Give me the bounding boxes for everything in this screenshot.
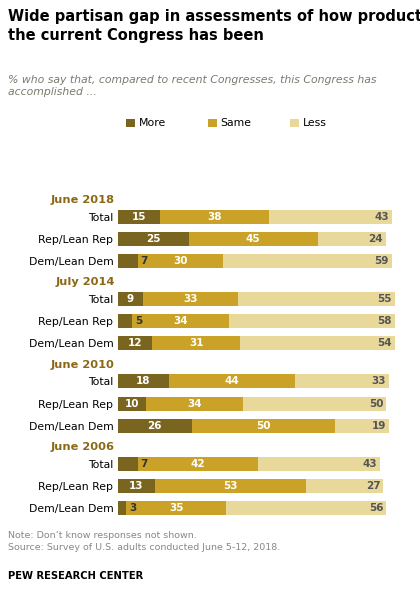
Bar <box>132 314 229 328</box>
Text: 43: 43 <box>374 212 389 222</box>
Text: 43: 43 <box>363 459 378 469</box>
Bar <box>138 457 257 471</box>
Bar <box>240 336 395 350</box>
Bar <box>118 419 192 433</box>
Text: % who say that, compared to recent Congresses, this Congress has
accomplished ..: % who say that, compared to recent Congr… <box>8 75 377 97</box>
Bar <box>118 457 138 471</box>
Text: 50: 50 <box>256 421 270 431</box>
Bar <box>118 397 146 410</box>
Text: Note: Don’t know responses not shown.
Source: Survey of U.S. adults conducted Ju: Note: Don’t know responses not shown. So… <box>8 531 281 552</box>
Text: Same: Same <box>220 118 252 128</box>
Bar <box>189 232 318 246</box>
Text: 7: 7 <box>140 459 148 469</box>
Bar <box>126 501 226 515</box>
Text: PEW RESEARCH CENTER: PEW RESEARCH CENTER <box>8 571 144 581</box>
Text: 35: 35 <box>169 503 184 513</box>
Bar <box>138 254 223 268</box>
Bar <box>223 254 392 268</box>
Text: Less: Less <box>302 118 326 128</box>
Text: 53: 53 <box>223 481 238 491</box>
Text: 59: 59 <box>375 256 389 266</box>
Text: 15: 15 <box>132 212 146 222</box>
Text: 12: 12 <box>128 338 142 348</box>
Bar <box>269 210 392 224</box>
Text: 33: 33 <box>183 294 198 304</box>
Bar <box>192 419 335 433</box>
Text: 34: 34 <box>187 398 202 409</box>
Bar <box>306 479 383 493</box>
Bar <box>118 254 138 268</box>
Bar <box>243 397 386 410</box>
Bar <box>143 292 238 306</box>
Bar <box>118 374 169 388</box>
Bar <box>118 210 160 224</box>
Text: 42: 42 <box>190 459 205 469</box>
Bar <box>155 479 306 493</box>
Text: 10: 10 <box>125 398 139 409</box>
Text: 55: 55 <box>377 294 392 304</box>
Bar <box>118 292 143 306</box>
Text: 56: 56 <box>369 503 383 513</box>
Text: 50: 50 <box>369 398 383 409</box>
Bar <box>238 292 395 306</box>
Bar <box>169 374 295 388</box>
Text: 31: 31 <box>189 338 203 348</box>
Text: 19: 19 <box>372 421 386 431</box>
Text: June 2010: June 2010 <box>51 359 115 370</box>
Bar <box>118 314 132 328</box>
Text: June 2006: June 2006 <box>51 442 115 452</box>
Text: 44: 44 <box>224 376 239 386</box>
Bar <box>226 501 386 515</box>
Text: 24: 24 <box>369 234 383 244</box>
Text: 33: 33 <box>372 376 386 386</box>
Bar <box>118 232 189 246</box>
Bar <box>152 336 240 350</box>
Bar <box>295 374 389 388</box>
Text: 45: 45 <box>246 234 260 244</box>
Text: 34: 34 <box>173 316 188 326</box>
Bar <box>160 210 269 224</box>
Text: 25: 25 <box>146 234 160 244</box>
Text: 38: 38 <box>207 212 222 222</box>
Text: June 2018: June 2018 <box>51 195 115 205</box>
Text: 18: 18 <box>136 376 150 386</box>
Text: July 2014: July 2014 <box>55 277 115 287</box>
Text: 58: 58 <box>377 316 392 326</box>
Bar <box>118 479 155 493</box>
Text: 9: 9 <box>127 294 134 304</box>
Bar <box>118 501 126 515</box>
Text: 54: 54 <box>377 338 392 348</box>
Text: Wide partisan gap in assessments of how productive
the current Congress has been: Wide partisan gap in assessments of how … <box>8 9 420 43</box>
Text: 27: 27 <box>366 481 381 491</box>
Text: 26: 26 <box>147 421 162 431</box>
Bar <box>229 314 395 328</box>
Bar <box>118 336 152 350</box>
Text: 3: 3 <box>129 503 136 513</box>
Bar <box>146 397 243 410</box>
Text: 30: 30 <box>173 256 188 266</box>
Bar <box>318 232 386 246</box>
Text: 5: 5 <box>135 316 142 326</box>
Text: 13: 13 <box>129 481 143 491</box>
Text: More: More <box>139 118 166 128</box>
Bar <box>335 419 389 433</box>
Text: 7: 7 <box>140 256 148 266</box>
Bar <box>257 457 381 471</box>
